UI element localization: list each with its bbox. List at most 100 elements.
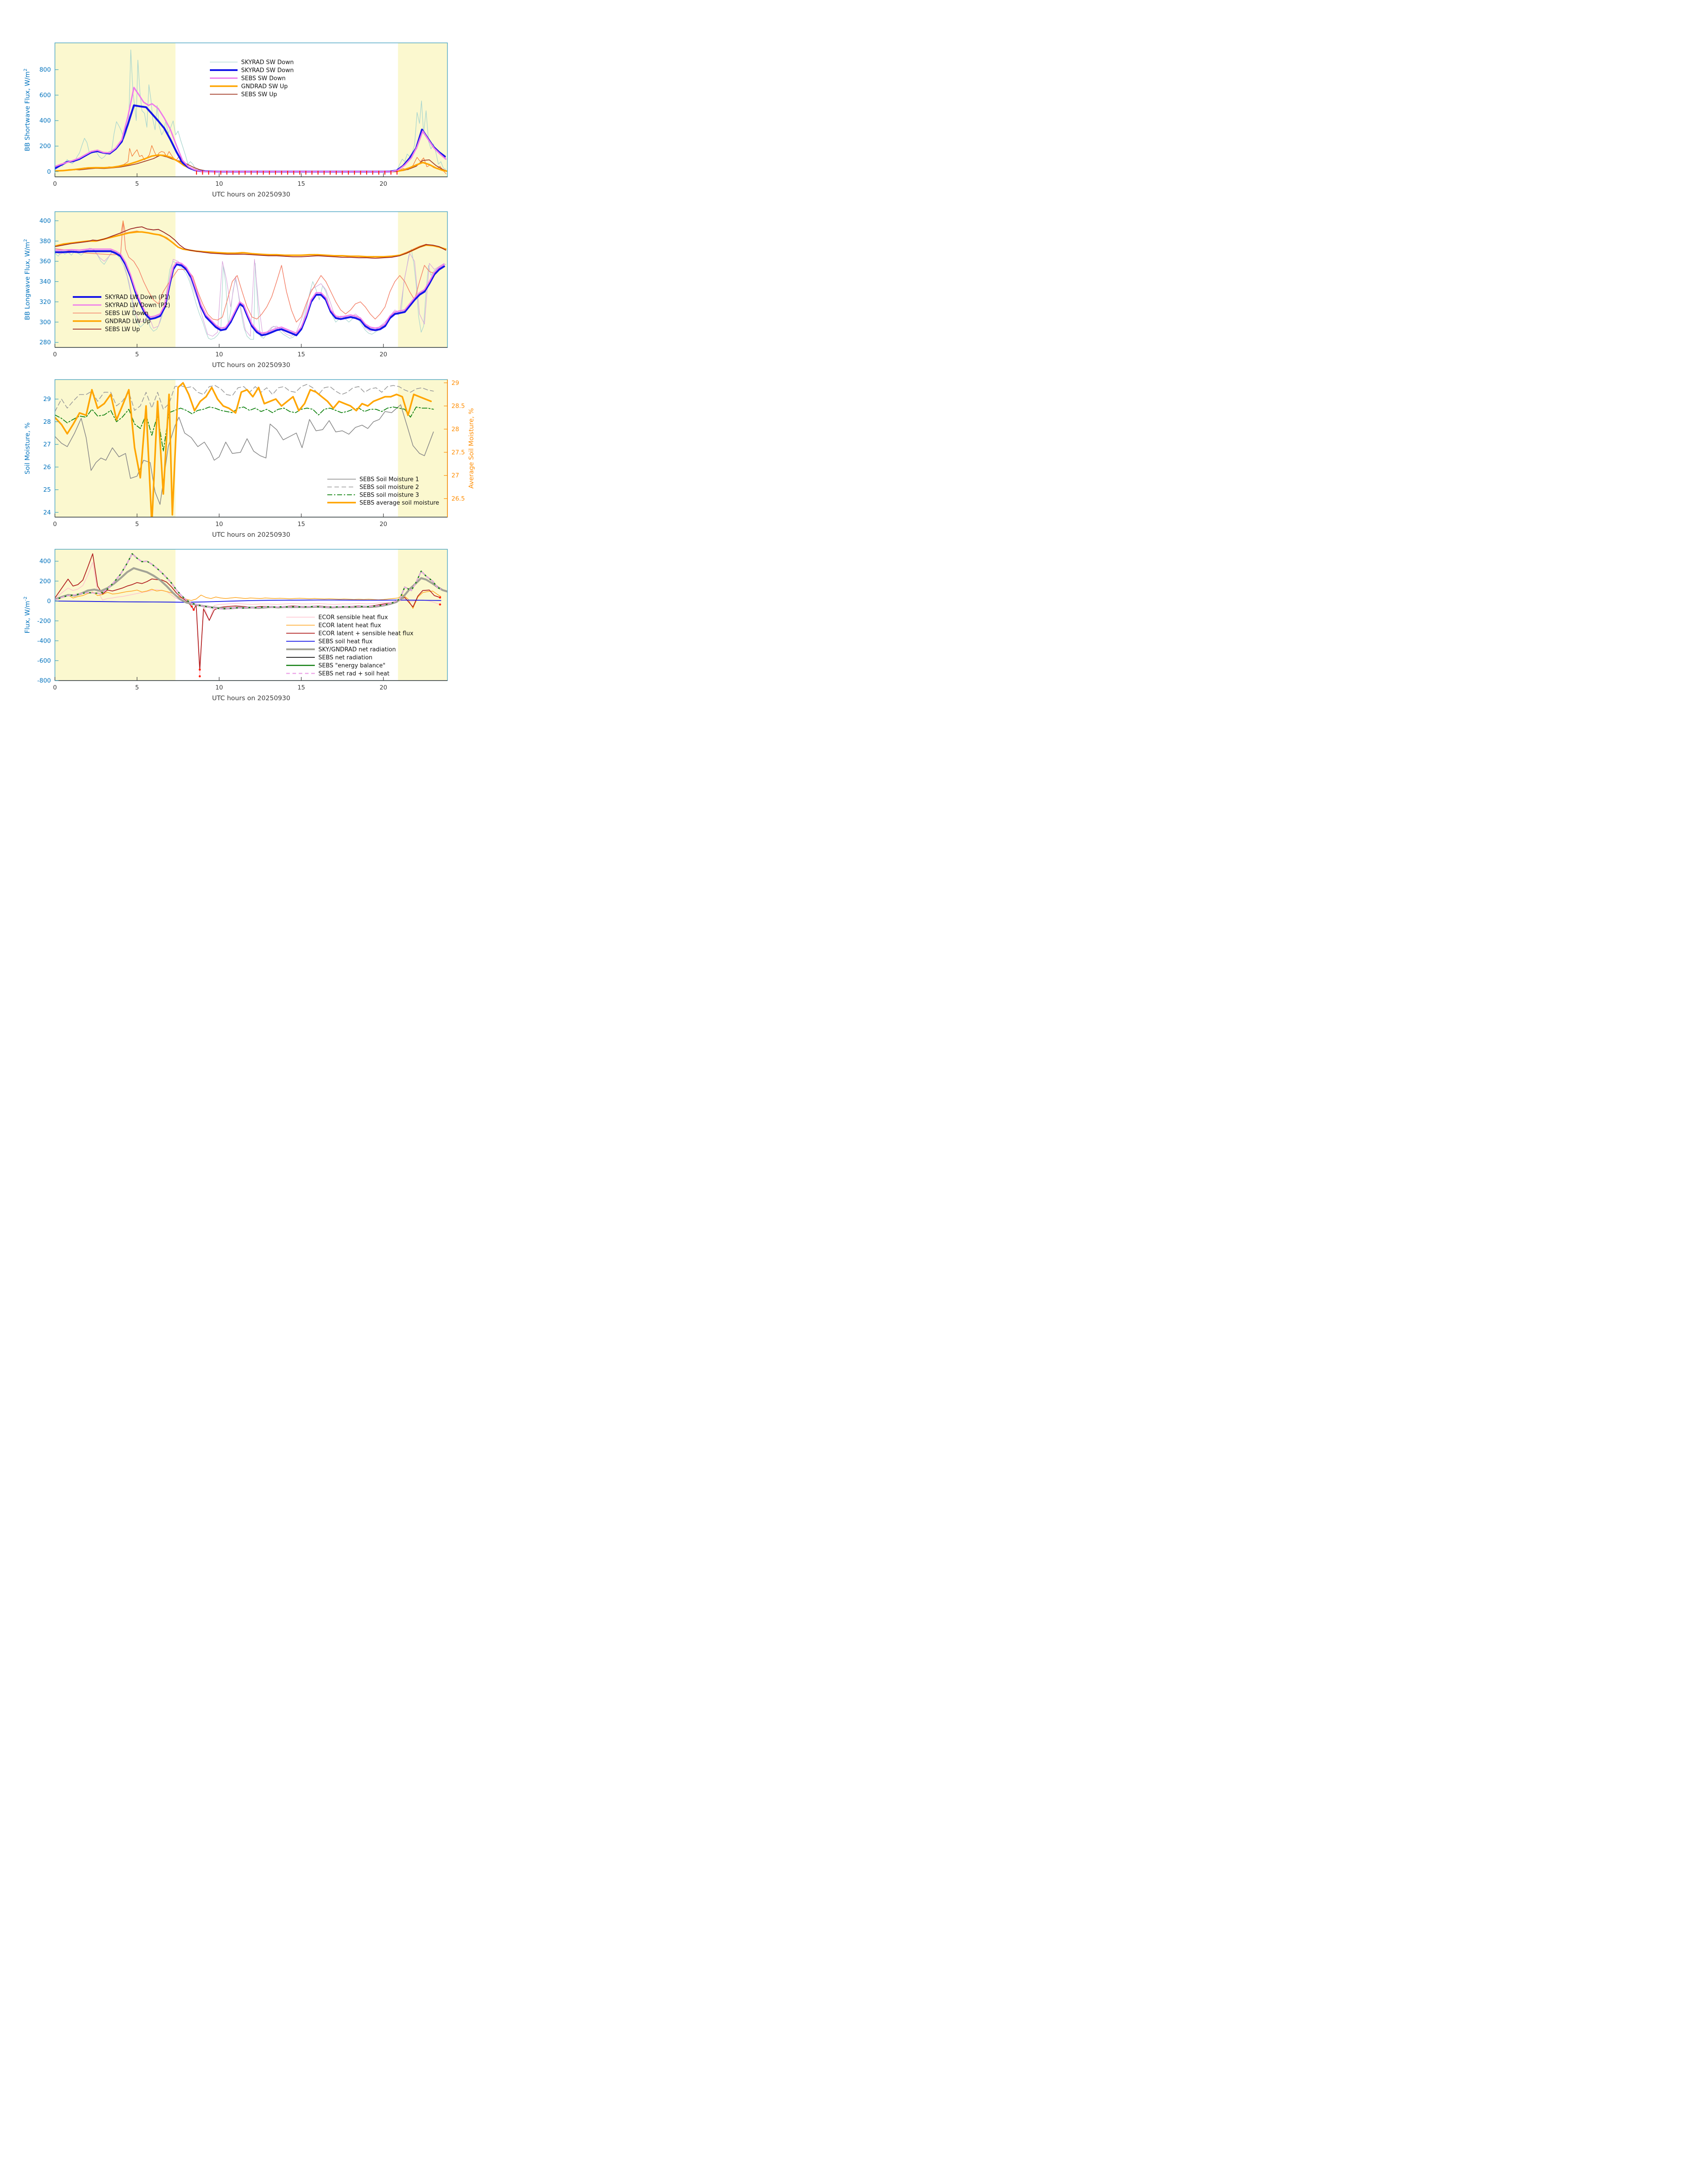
y-tick-label: 25 [43, 486, 51, 493]
legend-label-sm2: SEBS soil moisture 2 [359, 484, 419, 491]
x-tick-label: 0 [53, 180, 57, 188]
legend-label-gndrad_lw_up: GNDRAD LW Up [105, 318, 150, 325]
y-tick-label: 29 [43, 396, 51, 403]
y-tick-label: 320 [39, 298, 51, 305]
legend-label-sm1: SEBS Soil Moisture 1 [359, 476, 419, 483]
x-tick-label: 10 [215, 684, 223, 691]
legend-label-skyrad_lw_p1: SKYRAD LW Down (P1) [105, 294, 170, 301]
series-group [55, 553, 447, 677]
y-tick-label: 800 [39, 66, 51, 73]
series-group [55, 220, 447, 340]
x-axis-label: UTC hours on 20250930 [212, 362, 290, 369]
night-shade-region [398, 43, 447, 177]
series-sebs_net_soil [55, 553, 442, 610]
legend-label-sebs_soil_heat: SEBS soil heat flux [318, 639, 372, 645]
legend-label-skyrad_lw_p2: SKYRAD LW Down (P2) [105, 302, 170, 309]
longwave-flux-panel: 0 5 10 15 20 UTC hours on 20250930 280 300 320 34… [23, 211, 448, 369]
y-tick-label: 400 [39, 117, 51, 125]
x-axis-label: UTC hours on 20250930 [212, 695, 290, 702]
data-point-marker [190, 605, 193, 608]
y-tick-label: 28 [43, 418, 51, 426]
y-tick-label: 400 [39, 558, 51, 565]
series-skyrad_lw_p1 [55, 250, 445, 336]
x-tick-label: 10 [215, 521, 223, 528]
y-tick-label: 26 [43, 464, 51, 471]
x-tick-label: 5 [135, 180, 139, 188]
series-group [55, 382, 434, 517]
legend-label-sw_down_avg: SKYRAD SW Down [241, 67, 294, 74]
x-tick-label: 0 [53, 684, 57, 691]
legend-label-sm3: SEBS soil moisture 3 [359, 492, 419, 499]
legend-label-sebs_energy_balance: SEBS "energy balance" [318, 663, 385, 669]
x-tick-label: 5 [135, 351, 139, 358]
series-sebs_lw_down [55, 220, 445, 323]
legend-label-sw_raw: SKYRAD SW Down [241, 59, 294, 66]
y-tick-label: 27 [43, 441, 51, 448]
legend-label-sm_avg: SEBS average soil moisture [359, 500, 439, 506]
legend-label-ecor_latent: ECOR latent heat flux [318, 623, 381, 629]
series-group [55, 50, 447, 175]
radiation-flux-figure: 0 5 10 15 20 UTC hours on 20250930 0 200 400 600 8… [0, 0, 569, 726]
legend: ECOR sensible heat flux ECOR latent heat … [286, 614, 413, 677]
y-tick-label: 0 [47, 598, 51, 605]
x-tick-label: 15 [297, 351, 305, 358]
legend: SKYRAD LW Down (P1)SKYRAD LW Down (P2)SE… [73, 294, 170, 333]
x-tick-label: 10 [215, 351, 223, 358]
y2-tick-label: 27.5 [451, 449, 465, 456]
y-tick-label: 380 [39, 238, 51, 245]
legend-label-sky_gndrad_net: SKY/GNDRAD net radiation [318, 647, 396, 653]
legend-label-sebs_net_soil: SEBS net rad + soil heat [318, 671, 389, 677]
x-tick-label: 0 [53, 521, 57, 528]
y2-tick-label: 26.5 [451, 495, 465, 502]
x-tick-label: 10 [215, 180, 223, 188]
x-tick-label: 5 [135, 684, 139, 691]
x-tick-label: 5 [135, 521, 139, 528]
x-tick-label: 20 [380, 180, 387, 188]
y-tick-label: -800 [37, 677, 51, 685]
y-tick-label: 200 [39, 143, 51, 150]
series-sebs_lw_up [55, 226, 447, 259]
night-shade-region [398, 549, 447, 681]
shortwave-flux-panel: 0 5 10 15 20 UTC hours on 20250930 0 200 400 600 8… [23, 42, 448, 198]
y-tick-label: 600 [39, 92, 51, 99]
y-tick-label: 24 [43, 509, 51, 516]
legend-label-gndrad_sw_up: GNDRAD SW Up [241, 84, 288, 90]
x-tick-label: 15 [297, 180, 305, 188]
energy-flux-panel: 0 5 10 15 20 UTC hours on 20250930 -800 -600 -40… [23, 549, 448, 702]
data-point-marker [198, 675, 201, 677]
x-tick-label: 20 [380, 684, 387, 691]
series-sm1 [55, 404, 434, 505]
series-sebs_sw_down [55, 87, 447, 172]
series-gndrad_lw_up [55, 231, 447, 258]
series-sebs_soil_heat [55, 599, 442, 603]
x-tick-label: 15 [297, 521, 305, 528]
y-tick-label: 300 [39, 319, 51, 326]
legend-label-ecor_lat_sen: ECOR latent + sensible heat flux [318, 631, 413, 637]
series-sm_avg [55, 382, 432, 517]
y-tick-label: 340 [39, 278, 51, 285]
y-tick-label: -600 [37, 657, 51, 664]
x-tick-label: 20 [380, 521, 387, 528]
y2-tick-label: 27 [451, 472, 459, 479]
soil-moisture-panel: 0 5 10 15 20 UTC hours on 20250930 24 25 26 27 28 2… [24, 379, 475, 539]
legend-label-ecor_sensible: ECOR sensible heat flux [318, 614, 388, 621]
y-tick-label: 280 [39, 339, 51, 346]
data-point-marker [192, 609, 195, 611]
data-point-marker [439, 596, 441, 599]
y-axis-label: BB Shortwave Flux, W/m2 [23, 68, 31, 151]
y-tick-label: 200 [39, 578, 51, 585]
y2-tick-label: 28.5 [451, 403, 465, 410]
night-shade-region [55, 549, 175, 681]
data-point-marker [198, 669, 201, 671]
y-axis-label: Soil Moisture, % [24, 422, 31, 474]
series-sm3 [55, 406, 434, 452]
night-shade-region [55, 380, 175, 517]
data-point-marker [439, 603, 441, 606]
legend-label-sebs_net_rad: SEBS net radiation [318, 655, 372, 661]
night-shade-region [398, 380, 447, 517]
x-axis-label: UTC hours on 20250930 [212, 191, 290, 198]
legend-label-sebs_lw_down: SEBS LW Down [105, 310, 148, 317]
